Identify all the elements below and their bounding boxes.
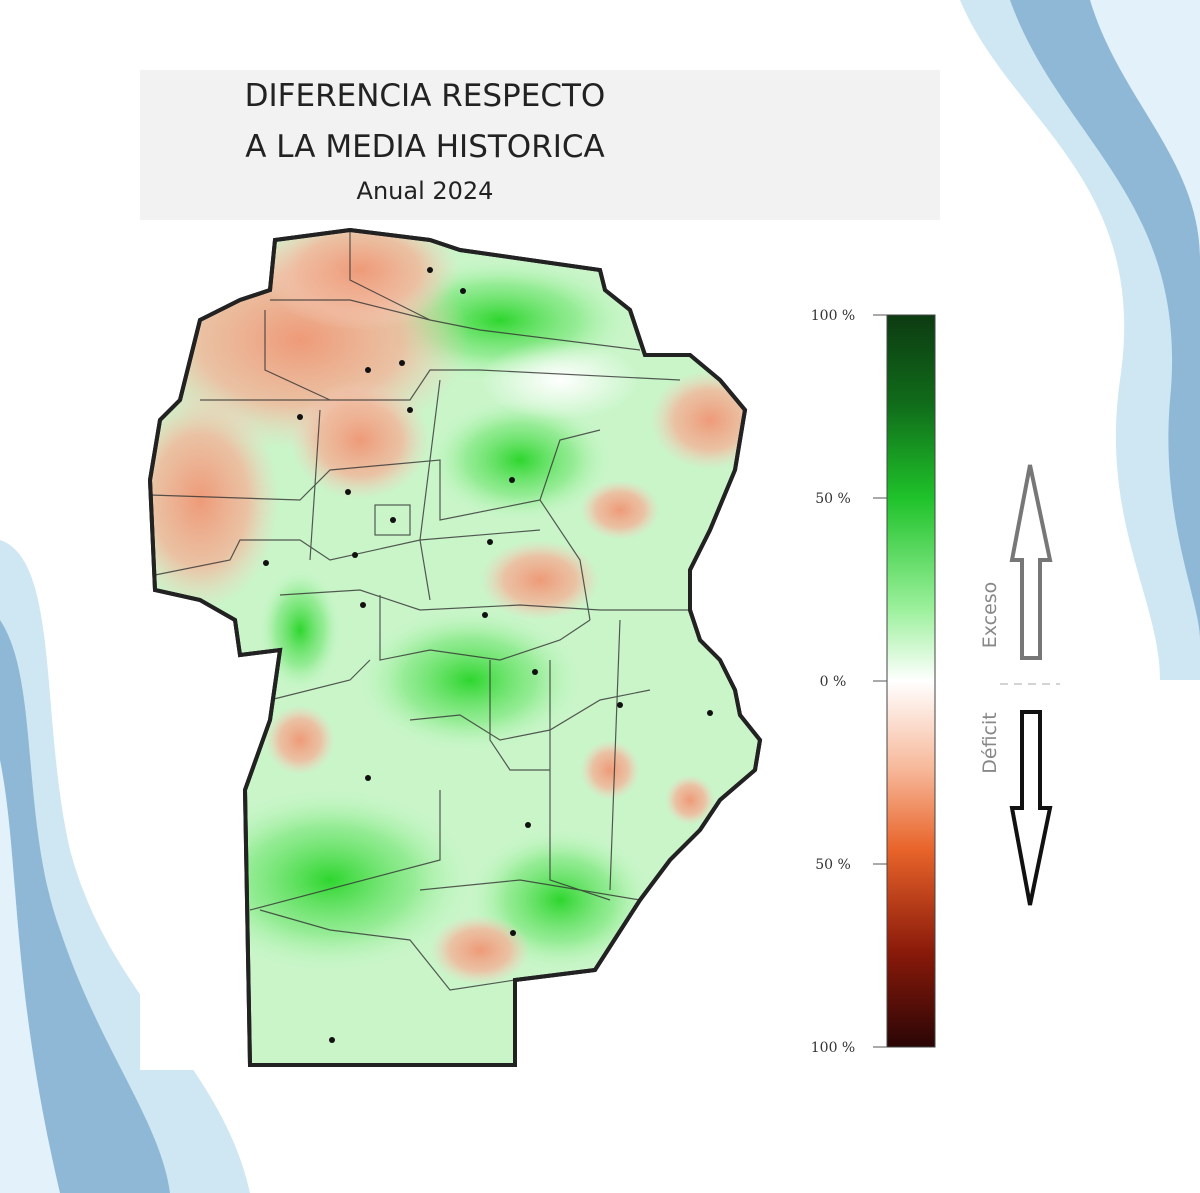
tick-label: 100 % <box>811 1040 855 1056</box>
title-panel <box>140 70 940 220</box>
tick-label: 50 % <box>815 857 851 873</box>
title-line: A LA MEDIA HISTORICA <box>245 129 605 165</box>
tick-label: 0 % <box>820 674 847 690</box>
tick-label: 50 % <box>815 491 851 507</box>
excess-label: Exceso <box>979 582 1001 649</box>
color-bar <box>886 314 936 1048</box>
subtitle: Anual 2024 <box>357 177 494 205</box>
tick-label: 100 % <box>811 308 855 324</box>
color-legend: Exceso Déficit 100 % 50 % 0 % 50 % 100 % <box>811 308 1060 1056</box>
deficit-label: Déficit <box>979 712 1001 773</box>
province-outline <box>147 227 763 1067</box>
arrows <box>1009 710 1053 906</box>
title-line: DIFERENCIA RESPECTO <box>245 78 606 114</box>
province-map <box>150 230 760 1065</box>
arrows <box>1009 464 1053 660</box>
